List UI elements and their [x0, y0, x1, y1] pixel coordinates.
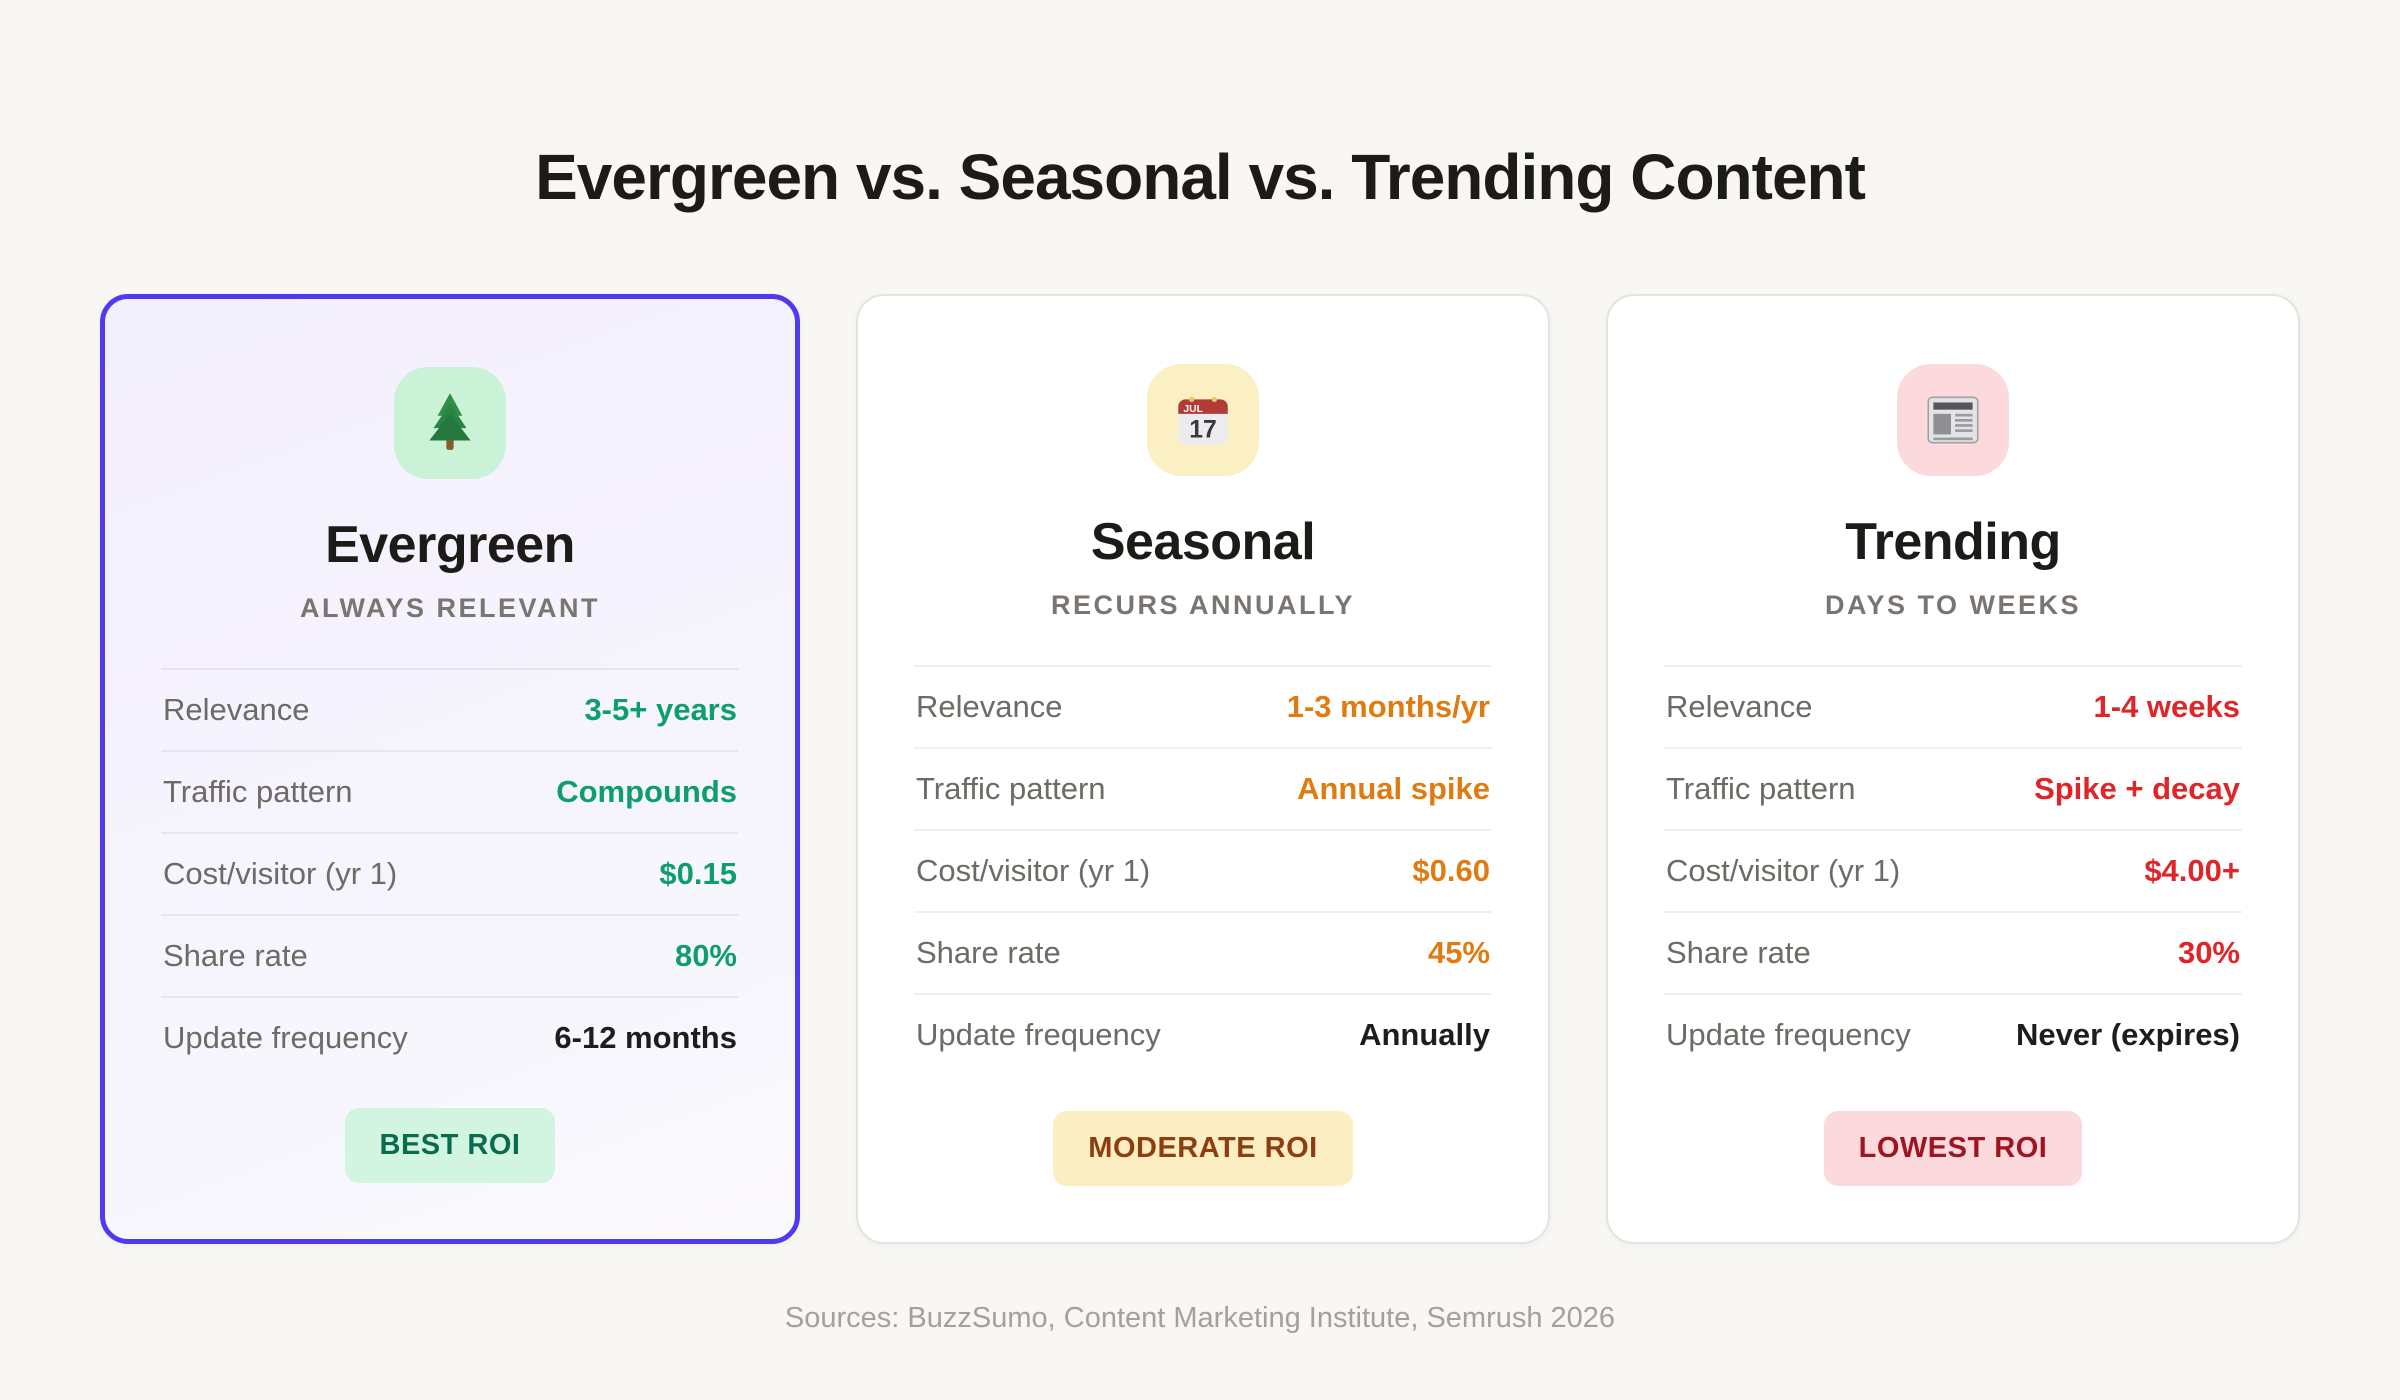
- stat-value: Annual spike: [1297, 771, 1490, 806]
- stat-row: Cost/visitor (yr 1) $4.00+: [1664, 829, 2242, 911]
- stat-label: Update frequency: [916, 1017, 1161, 1052]
- stats-table: Relevance 1-3 months/yr Traffic pattern …: [914, 665, 1492, 1075]
- stat-value: 1-4 weeks: [2093, 689, 2241, 724]
- stat-label: Relevance: [916, 689, 1063, 724]
- stat-row: Traffic pattern Spike + decay: [1664, 747, 2242, 829]
- roi-badge: MODERATE ROI: [1053, 1111, 1353, 1186]
- stat-value: $0.60: [1412, 853, 1490, 888]
- trending-card: Trending DAYS TO WEEKS Relevance 1-4 wee…: [1606, 294, 2300, 1244]
- badge-wrap: MODERATE ROI: [914, 1081, 1492, 1186]
- stat-label: Share rate: [1666, 935, 1811, 970]
- evergreen-tree-icon: [429, 393, 471, 450]
- stat-label: Share rate: [916, 935, 1061, 970]
- stats-table: Relevance 1-4 weeks Traffic pattern Spik…: [1664, 665, 2242, 1075]
- stat-row: Relevance 3-5+ years: [161, 668, 739, 750]
- card-title: Seasonal: [1090, 513, 1316, 571]
- stat-value: 45%: [1427, 935, 1490, 970]
- stat-label: Relevance: [163, 692, 310, 727]
- stat-label: Traffic pattern: [916, 771, 1106, 806]
- stat-value: $4.00+: [2144, 853, 2240, 888]
- stat-row: Share rate 80%: [161, 914, 739, 996]
- calendar-icon: JUL 17: [1178, 396, 1228, 445]
- stat-value: $0.15: [659, 856, 737, 891]
- stat-row: Update frequency Never (expires): [1664, 993, 2242, 1075]
- roi-badge: LOWEST ROI: [1823, 1111, 2083, 1186]
- card-subtitle: ALWAYS RELEVANT: [299, 593, 601, 623]
- card-title: Trending: [1845, 513, 2061, 571]
- calendar-day-text: 17: [1189, 417, 1217, 444]
- stats-table: Relevance 3-5+ years Traffic pattern Com…: [161, 668, 739, 1078]
- stat-row: Cost/visitor (yr 1) $0.60: [914, 829, 1492, 911]
- stat-label: Cost/visitor (yr 1): [163, 856, 398, 891]
- badge-wrap: BEST ROI: [161, 1078, 739, 1183]
- stat-label: Cost/visitor (yr 1): [916, 853, 1151, 888]
- stat-label: Traffic pattern: [1666, 771, 1856, 806]
- stat-label: Update frequency: [1666, 1017, 1911, 1052]
- evergreen-icon-tile: [394, 367, 506, 479]
- trending-icon-tile: [1897, 364, 2009, 476]
- stat-value: Compounds: [556, 774, 737, 809]
- stat-value: 1-3 months/yr: [1286, 689, 1490, 724]
- page-title: Evergreen vs. Seasonal vs. Trending Cont…: [535, 141, 1866, 213]
- card-subtitle: DAYS TO WEEKS: [1824, 590, 2082, 620]
- stat-row: Update frequency Annually: [914, 993, 1492, 1075]
- stat-row: Share rate 45%: [914, 911, 1492, 993]
- stat-row: Update frequency 6-12 months: [161, 996, 739, 1078]
- card-subtitle: RECURS ANNUALLY: [1050, 590, 1356, 620]
- stat-value: 80%: [674, 938, 737, 973]
- roi-badge: BEST ROI: [344, 1108, 556, 1183]
- stat-row: Cost/visitor (yr 1) $0.15: [161, 832, 739, 914]
- stat-value: 3-5+ years: [584, 692, 737, 727]
- stat-row: Share rate 30%: [1664, 911, 2242, 993]
- badge-wrap: LOWEST ROI: [1664, 1081, 2242, 1186]
- seasonal-icon-tile: JUL 17: [1147, 364, 1259, 476]
- stat-label: Cost/visitor (yr 1): [1666, 853, 1901, 888]
- stat-value: Spike + decay: [2034, 771, 2240, 806]
- newspaper-icon: [1927, 396, 1979, 444]
- stat-value: Never (expires): [2015, 1017, 2240, 1052]
- stat-value: 6-12 months: [554, 1020, 737, 1055]
- stat-row: Relevance 1-3 months/yr: [914, 665, 1492, 747]
- evergreen-card: Evergreen ALWAYS RELEVANT Relevance 3-5+…: [100, 294, 800, 1244]
- stat-row: Relevance 1-4 weeks: [1664, 665, 2242, 747]
- stat-label: Relevance: [1666, 689, 1813, 724]
- calendar-month-text: JUL: [1183, 404, 1202, 415]
- stat-value: 30%: [2177, 935, 2240, 970]
- stat-label: Update frequency: [163, 1020, 408, 1055]
- comparison-cards: Evergreen ALWAYS RELEVANT Relevance 3-5+…: [0, 294, 2400, 1244]
- sources-footer: Sources: BuzzSumo, Content Marketing Ins…: [784, 1302, 1616, 1334]
- card-title: Evergreen: [325, 516, 575, 574]
- stat-value: Annually: [1359, 1017, 1490, 1052]
- stat-row: Traffic pattern Annual spike: [914, 747, 1492, 829]
- stat-label: Traffic pattern: [163, 774, 353, 809]
- stat-label: Share rate: [163, 938, 308, 973]
- seasonal-card: JUL 17 Seasonal RECURS ANNUALLY Relevanc…: [856, 294, 1550, 1244]
- stat-row: Traffic pattern Compounds: [161, 750, 739, 832]
